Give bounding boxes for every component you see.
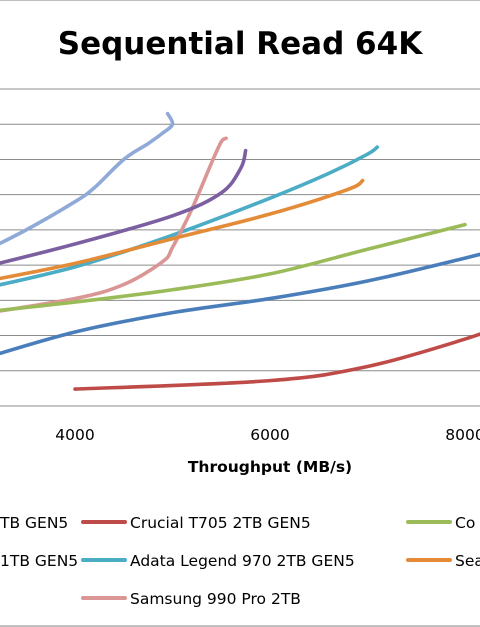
x-tick-label: 4000 <box>55 426 94 444</box>
legend-label: Crucial T705 2TB GEN5 <box>130 514 311 532</box>
series-line-4 <box>0 148 248 265</box>
series-line-7 <box>0 252 480 356</box>
legend: TB GEN5 Crucial T705 2TB GEN5 Co 1TB GEN5 Ad… <box>0 514 480 608</box>
x-axis-ticks: 4000 6000 8000 <box>55 426 480 444</box>
legend-label: Samsung 990 Pro 2TB <box>130 590 301 608</box>
x-tick-label: 6000 <box>250 426 289 444</box>
legend-label: 1TB GEN5 <box>0 552 78 570</box>
gridlines <box>0 88 480 407</box>
legend-label: Co <box>455 514 475 532</box>
series-line-3 <box>0 111 175 246</box>
x-tick-label: 8000 <box>445 426 480 444</box>
series-line-0 <box>73 332 480 391</box>
legend-label: TB GEN5 <box>0 514 68 532</box>
legend-label: Sea <box>455 552 480 570</box>
series-line-5 <box>0 178 365 281</box>
chart-title: Sequential Read 64K <box>58 26 423 62</box>
series-line-2 <box>0 136 228 313</box>
series-line-1 <box>0 145 380 287</box>
series-line-6 <box>0 222 467 313</box>
legend-label: Adata Legend 970 2TB GEN5 <box>130 552 355 570</box>
x-axis-label: Throughput (MB/s) <box>188 458 352 476</box>
series-lines <box>0 111 480 391</box>
